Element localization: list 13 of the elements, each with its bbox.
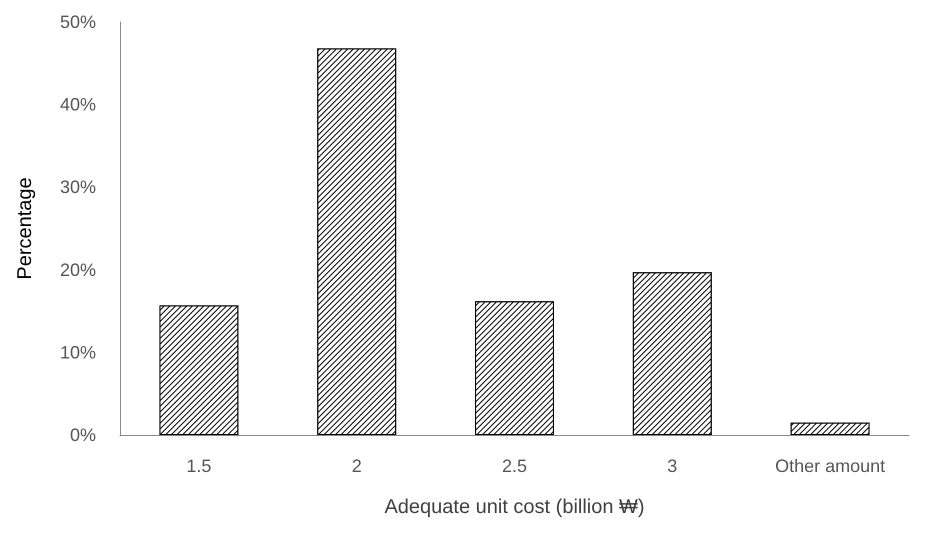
y-tick-label: 10% — [60, 342, 96, 362]
y-tick-label: 0% — [70, 425, 96, 445]
y-tick-label: 30% — [60, 177, 96, 198]
x-tick-label: Other amount — [775, 456, 886, 476]
x-tick-label: 2 — [352, 456, 362, 476]
x-tick-label: 3 — [667, 456, 678, 476]
y-tick-label: 20% — [60, 260, 96, 280]
y-tick-label: 50% — [60, 12, 96, 32]
x-axis-title: Adequate unit cost (billion ₩) — [384, 496, 645, 518]
y-axis-title: Percentage — [14, 177, 36, 280]
x-tick-label: 1.5 — [186, 456, 212, 476]
y-tick-label: 40% — [60, 94, 96, 115]
x-tick-label: 2.5 — [502, 456, 528, 476]
